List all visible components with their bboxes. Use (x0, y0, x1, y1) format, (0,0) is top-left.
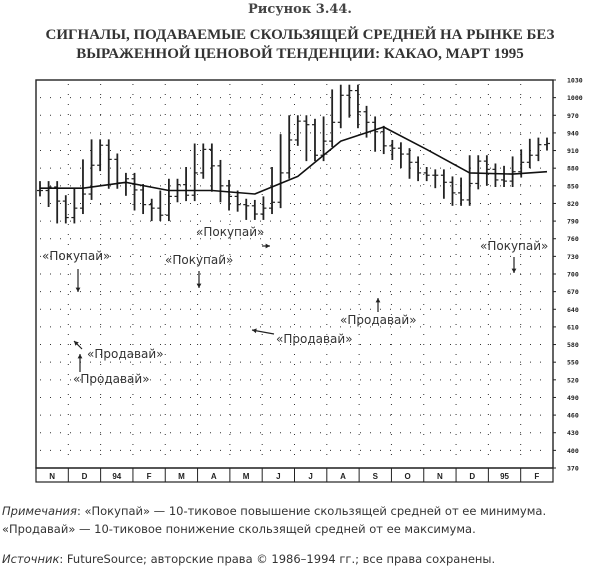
x-tick-label: D (82, 472, 88, 481)
y-tick-label: 700 (567, 271, 579, 279)
y-tick-label: 580 (567, 341, 579, 349)
annotation-label: «Продавай» (340, 313, 417, 327)
chart-title: СИГНАЛЫ, ПОДАВАЕМЫЕ СКОЛЬЗЯЩЕЙ СРЕДНЕЙ Н… (20, 26, 580, 64)
x-tick-label: 94 (112, 472, 121, 481)
signal-arrow-head (252, 328, 257, 334)
source-text: : FutureSource; авторские права © 1986–1… (59, 552, 496, 566)
signal-annotation: «Покупай» (165, 253, 233, 288)
chart-notes: Примечания: «Покупай» — 10-тиковое повыш… (2, 502, 598, 538)
annotation-label: «Продавай» (276, 332, 353, 346)
y-tick-label: 490 (567, 394, 579, 402)
signal-arrow-head (375, 298, 381, 303)
y-tick-label: 1030 (567, 77, 583, 85)
x-tick-label: A (211, 472, 217, 481)
y-tick-label: 430 (567, 429, 579, 437)
chart-source: Источник: FutureSource; авторские права … (2, 552, 598, 566)
x-tick-label: D (469, 472, 475, 481)
x-tick-label: F (534, 472, 539, 481)
y-tick-label: 790 (567, 218, 579, 226)
x-tick-label: M (243, 472, 250, 481)
signal-arrow-head (511, 268, 517, 273)
annotation-label: «Продавай» (87, 347, 164, 361)
signal-annotation: «Продавай» (251, 328, 353, 346)
annotation-label: «Продавай» (73, 372, 150, 386)
source-label: Источник (2, 552, 60, 566)
y-tick-label: 640 (567, 306, 579, 314)
grid-lines (40, 84, 549, 464)
y-tick-label: 400 (567, 447, 579, 455)
signal-arrow-head (265, 243, 270, 249)
signal-annotation: «Покупай» (42, 249, 110, 292)
annotation-label: «Покупай» (165, 253, 233, 267)
x-tick-label: J (308, 472, 312, 481)
y-tick-label: 850 (567, 182, 579, 190)
y-tick-label: 610 (567, 323, 579, 331)
signal-annotation: «Продавай» (340, 298, 417, 327)
y-tick-label: 550 (567, 359, 579, 367)
x-tick-label: A (340, 472, 346, 481)
x-tick-label: S (373, 472, 379, 481)
y-tick-label: 370 (567, 465, 579, 473)
notes-label: Примечания (2, 504, 77, 518)
x-tick-label: N (49, 472, 55, 481)
signal-annotation: «Покупай» (480, 239, 548, 273)
y-tick-label: 670 (567, 288, 579, 296)
y-tick-label: 460 (567, 412, 579, 420)
x-tick-label: N (437, 472, 443, 481)
y-tick-label: 940 (567, 129, 579, 137)
y-tick-label: 970 (567, 112, 579, 120)
signal-annotation: «Продавай» (73, 340, 164, 361)
x-tick-label: M (178, 472, 185, 481)
notes-line-1: Примечания: «Покупай» — 10-тиковое повыш… (2, 502, 598, 520)
x-tick-label: O (404, 472, 410, 481)
y-tick-label: 820 (567, 200, 579, 208)
signal-arrow-head (74, 341, 79, 346)
y-tick-label: 910 (567, 147, 579, 155)
y-tick-label: 730 (567, 253, 579, 261)
signal-arrow-head (196, 283, 202, 288)
notes-line-1-text: : «Покупай» — 10-тиковое повышение сколь… (76, 504, 547, 518)
signal-annotation: «Покупай» (196, 225, 270, 249)
x-tick-label: 95 (500, 472, 509, 481)
y-tick-label: 880 (567, 165, 579, 173)
annotation-label: «Покупай» (480, 239, 548, 253)
y-tick-label: 1000 (567, 94, 583, 102)
chart-title-line-1: СИГНАЛЫ, ПОДАВАЕМЫЕ СКОЛЬЗЯЩЕЙ СРЕДНЕЙ Н… (45, 27, 555, 43)
y-tick-label: 760 (567, 235, 579, 243)
moving-average-line (40, 126, 548, 195)
notes-line-2: «Продавай» — 10-тиковое понижение скольз… (2, 522, 476, 536)
signal-annotation: «Продавай» (73, 354, 150, 386)
signal-arrow-head (75, 287, 81, 292)
chart-title-line-2: ВЫРАЖЕННОЙ ЦЕНОВОЙ ТЕНДЕНЦИИ: КАКАО, МАР… (76, 46, 524, 62)
x-tick-label: J (276, 472, 280, 481)
annotation-label: «Покупай» (42, 249, 110, 263)
price-chart: N D 94 F M A M J J A S O N D 95 F 1030 1000 970 940 910 880 85… (35, 77, 583, 483)
price-bars (37, 84, 550, 224)
figure-label: Рисунок 3.44. (248, 2, 352, 17)
signal-arrow-head (77, 354, 83, 359)
annotation-label: «Покупай» (196, 225, 264, 239)
x-tick-label: F (147, 472, 152, 481)
y-tick-label: 520 (567, 376, 579, 384)
